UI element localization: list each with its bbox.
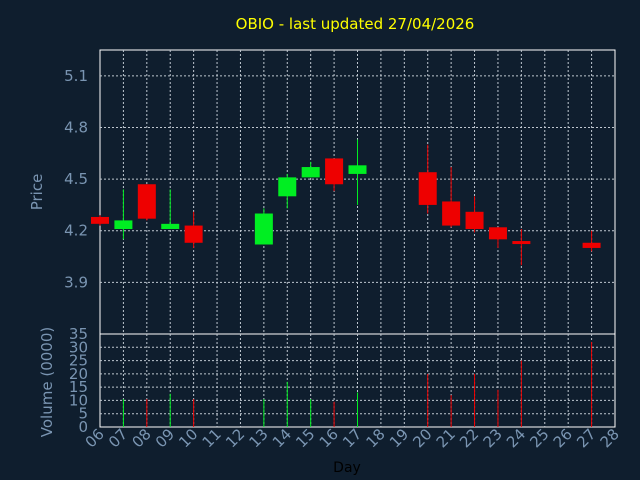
candle xyxy=(488,227,507,248)
x-tick-label: 17 xyxy=(339,425,365,451)
candle-body xyxy=(512,241,531,245)
x-tick-label: 16 xyxy=(316,425,342,451)
candle xyxy=(161,189,180,230)
x-tick-label: 26 xyxy=(550,425,576,451)
price-tick-label: 4.5 xyxy=(64,170,88,188)
candle xyxy=(325,158,344,192)
price-axis-label: Price xyxy=(28,174,46,211)
price-tick-label: 3.9 xyxy=(64,273,88,291)
volume-axis-label: Volume (0000) xyxy=(38,327,56,437)
candle xyxy=(348,139,367,205)
candle xyxy=(254,208,273,245)
x-tick-label: 22 xyxy=(456,425,482,451)
volume-tick-label: 35 xyxy=(69,325,88,343)
candle-body xyxy=(488,227,507,240)
x-tick-label: 24 xyxy=(503,425,529,451)
x-tick-label: 12 xyxy=(222,425,248,451)
volume-tick-label: 5 xyxy=(78,405,88,423)
volume-tick-label: 15 xyxy=(69,378,88,396)
x-tick-label: 19 xyxy=(386,425,412,451)
x-tick-label: 10 xyxy=(175,425,201,451)
candle-body xyxy=(442,201,461,226)
candle-body xyxy=(137,184,156,219)
candle xyxy=(582,230,601,252)
candle xyxy=(418,144,437,214)
candle-body xyxy=(254,213,273,245)
price-tick-label: 5.1 xyxy=(64,67,88,85)
x-tick-label: 23 xyxy=(480,425,506,451)
x-tick-label: 21 xyxy=(433,425,459,451)
candle-body xyxy=(184,225,203,243)
price-panel: 3.9 4.2 4.5 4.8 5.1 Price xyxy=(28,49,616,335)
x-tick-label: 18 xyxy=(363,425,389,451)
x-tick-label: 11 xyxy=(199,425,225,451)
x-tick-label: 27 xyxy=(573,425,599,451)
price-tick-label: 4.8 xyxy=(64,118,88,136)
candle-body xyxy=(348,165,367,174)
volume-tick-label: 0 xyxy=(78,418,88,436)
candle-body xyxy=(278,177,297,197)
candles xyxy=(91,139,601,266)
candle xyxy=(442,167,461,228)
x-tick-label: 08 xyxy=(128,425,154,451)
candle-body xyxy=(465,211,484,230)
candle-body xyxy=(161,223,180,230)
candle-body xyxy=(582,242,601,248)
x-ticks: 0607080910111213141516171819202122232425… xyxy=(82,425,623,451)
chart-title: OBIO - last updated 27/04/2026 xyxy=(236,15,475,33)
candle xyxy=(512,229,531,266)
candle xyxy=(184,211,203,248)
x-tick-label: 28 xyxy=(597,425,623,451)
x-axis-label: Day xyxy=(333,460,361,476)
candle xyxy=(137,184,156,221)
x-tick-label: 20 xyxy=(409,425,435,451)
candle-body xyxy=(325,158,344,185)
candle-body xyxy=(114,220,133,230)
candle xyxy=(91,215,109,226)
x-tick-label: 13 xyxy=(245,425,271,451)
x-tick-label: 07 xyxy=(105,425,131,451)
candle xyxy=(278,173,297,209)
volume-tick-label: 25 xyxy=(69,352,88,370)
volume-bars xyxy=(122,341,593,427)
candle xyxy=(465,196,484,233)
candle-body xyxy=(418,172,437,205)
candle xyxy=(114,189,133,240)
x-tick-label: 15 xyxy=(292,425,318,451)
candle-body xyxy=(301,167,320,178)
volume-tick-label: 30 xyxy=(69,338,88,356)
candle xyxy=(301,161,320,178)
x-tick-label: 25 xyxy=(526,425,552,451)
price-tick-label: 4.2 xyxy=(64,222,88,240)
x-tick-label: 09 xyxy=(152,425,178,451)
candle-body xyxy=(91,216,109,224)
volume-tick-label: 10 xyxy=(69,391,88,409)
price-y-ticks: 3.9 4.2 4.5 4.8 5.1 xyxy=(64,67,88,292)
x-tick-label: 14 xyxy=(269,425,295,451)
volume-tick-label: 20 xyxy=(69,365,88,383)
